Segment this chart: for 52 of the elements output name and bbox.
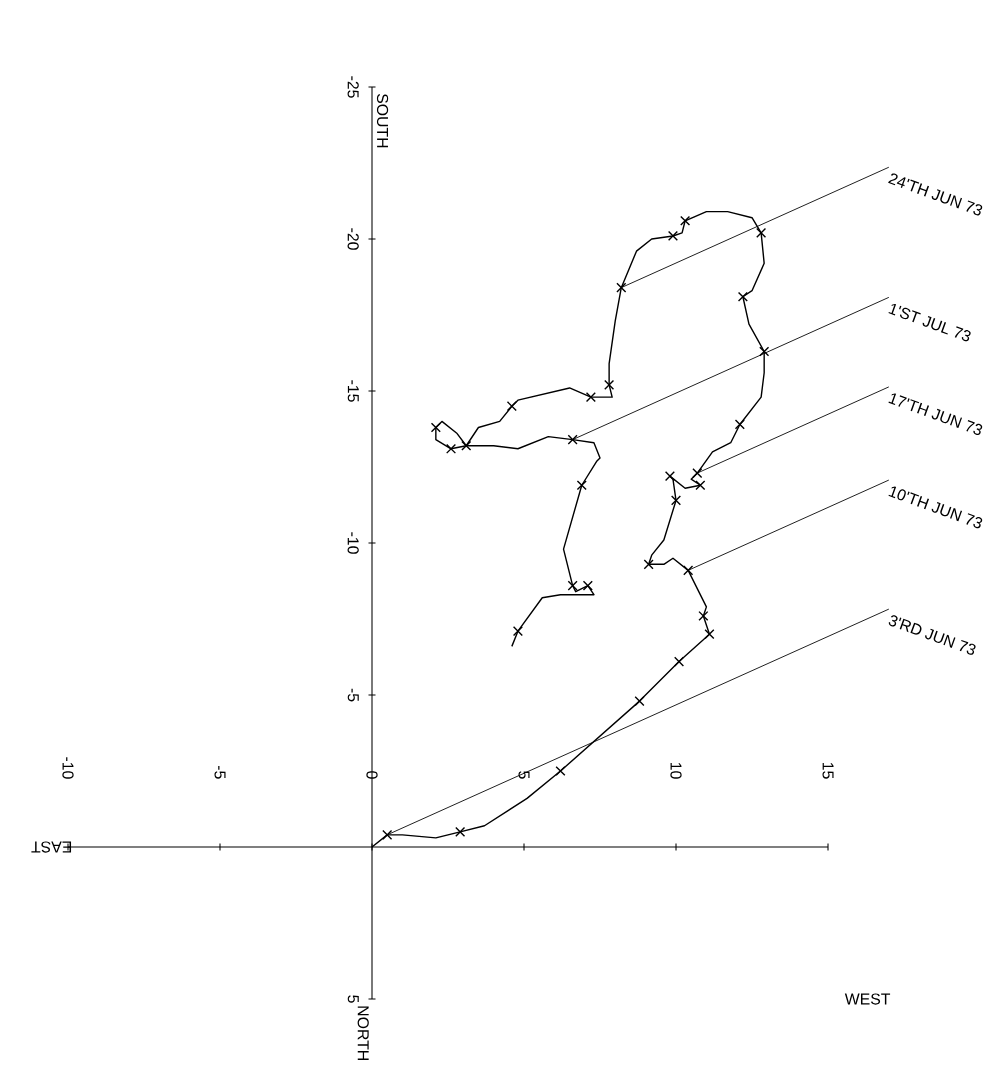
annotation: 3'RD JUN 73: [888, 615, 976, 655]
point: [585, 392, 596, 403]
point: [512, 626, 523, 637]
x-tick-label: -5: [214, 765, 226, 779]
annotation: 10'TH JUN 73: [888, 486, 983, 529]
point: [692, 468, 703, 479]
y-tick-label: -25: [347, 76, 359, 98]
point: [382, 829, 393, 840]
x-tick-label: 5: [518, 771, 530, 779]
point: [430, 422, 441, 433]
point: [673, 656, 685, 667]
x-tick-label: 10: [670, 762, 682, 779]
point: [698, 610, 709, 622]
point: [756, 227, 767, 238]
y-tick-label: -10: [347, 532, 359, 554]
point: [455, 826, 466, 837]
point: [582, 580, 593, 591]
point: [680, 215, 691, 226]
point: [445, 443, 457, 454]
point: [555, 765, 566, 777]
point: [576, 480, 587, 491]
y-axis-title: SOUTH: [376, 93, 389, 148]
annotation: EAST: [31, 841, 72, 853]
point: [506, 401, 517, 412]
point: [737, 291, 748, 302]
point: [567, 434, 578, 445]
point: [634, 696, 645, 707]
x-axis-title: WEST: [844, 993, 891, 1005]
point: [683, 565, 694, 576]
x-tick-label: 0: [366, 771, 378, 779]
y-tick-label: -20: [347, 228, 359, 250]
point: [643, 559, 654, 570]
y-tick-label: 5: [347, 995, 359, 1003]
point: [759, 346, 770, 357]
annotation: 1'ST JUL 73: [888, 303, 971, 342]
y-tick-label: -5: [347, 688, 359, 702]
text: NORTH: [357, 1006, 369, 1060]
point: [704, 629, 715, 640]
point: [734, 419, 745, 430]
point: [670, 495, 682, 506]
point: [664, 471, 675, 482]
y-tick-label: -15: [347, 380, 359, 402]
point: [667, 230, 679, 242]
point: [567, 580, 578, 591]
point: [604, 379, 615, 390]
point: [616, 282, 627, 293]
point: [695, 480, 706, 491]
x-tick-label: -10: [62, 757, 74, 779]
annotation: 24'TH JUN 73: [888, 173, 983, 216]
annotation: 17'TH JUN 73: [888, 393, 983, 436]
point: [461, 440, 472, 451]
x-tick-label: 15: [822, 762, 834, 779]
